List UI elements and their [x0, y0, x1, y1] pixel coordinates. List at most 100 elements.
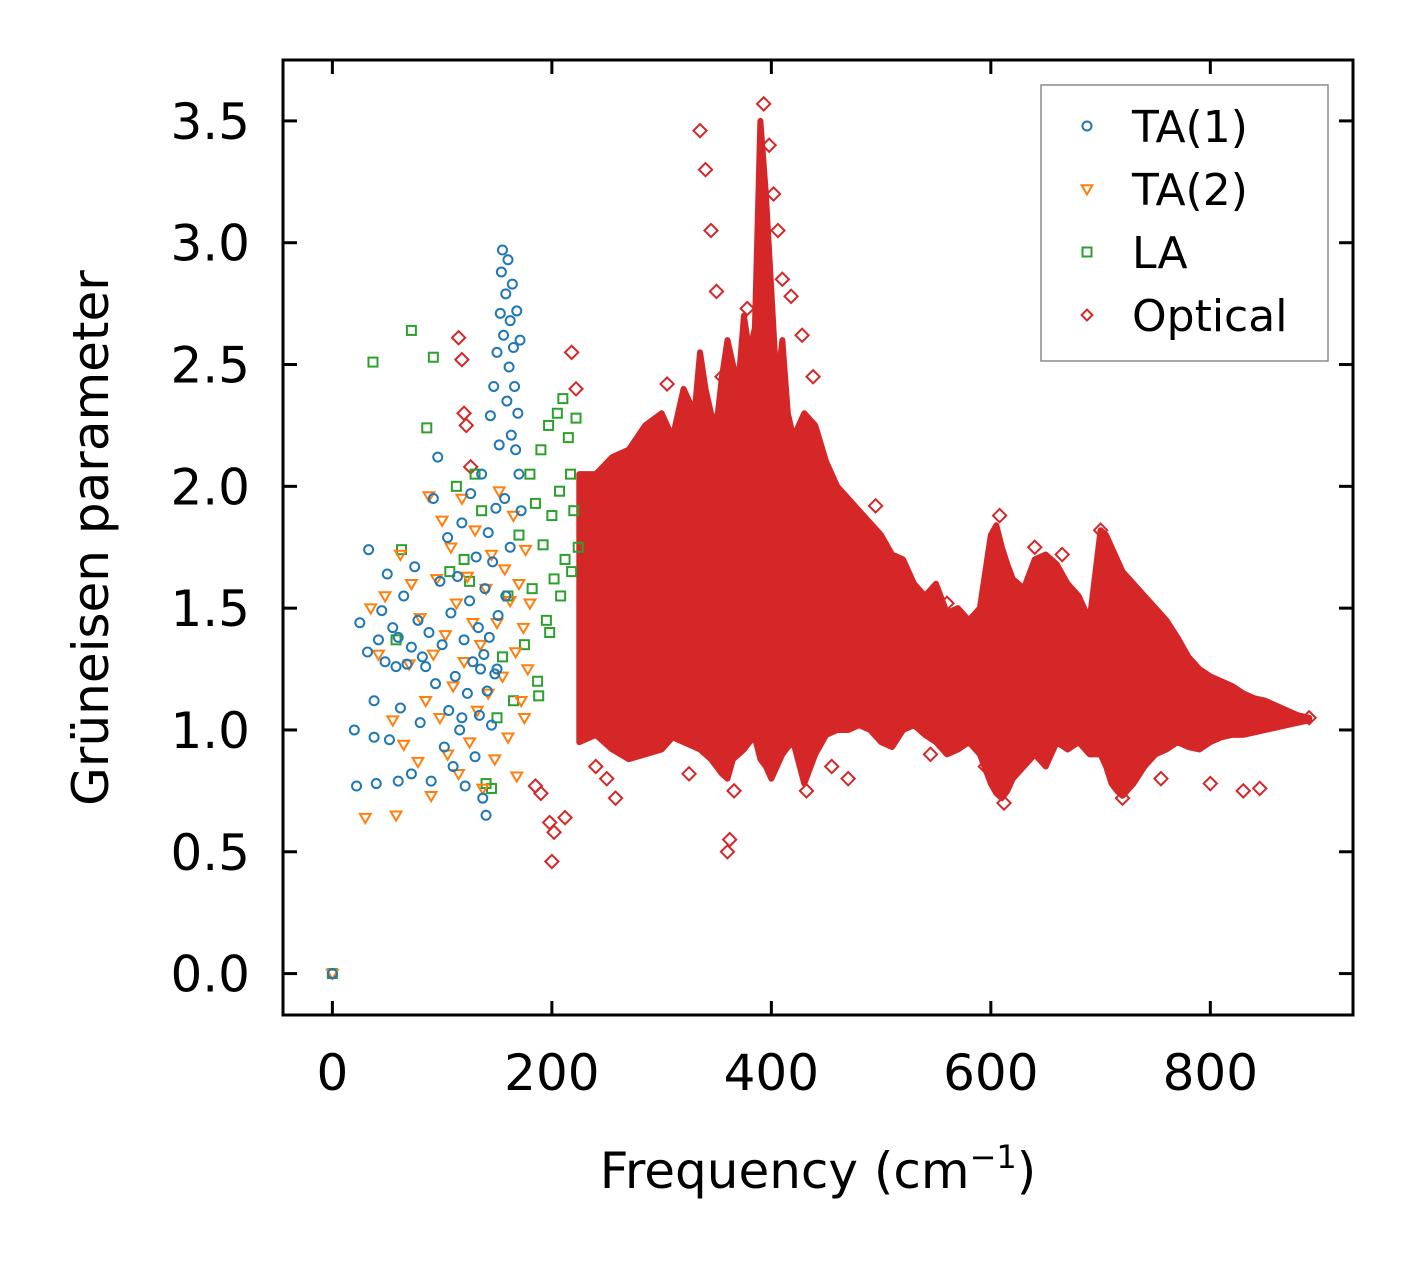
data-point: [480, 809, 492, 821]
data-point: [387, 622, 399, 634]
y-tick-label: 0.0: [170, 946, 250, 1004]
data-point: [513, 468, 525, 480]
data-point: [354, 617, 366, 629]
data-point: [566, 566, 578, 578]
data-point: [434, 515, 450, 528]
data-point: [805, 368, 822, 385]
data-point: [458, 417, 475, 434]
data-point: [423, 627, 435, 639]
data-point: [475, 663, 487, 675]
data-point: [462, 737, 477, 750]
data-point: [522, 598, 538, 611]
data-point: [840, 770, 857, 787]
data-point: [473, 709, 485, 721]
optical-dense-region: [576, 117, 1313, 802]
data-point: [509, 380, 521, 392]
data-point: [487, 754, 502, 767]
y-tick-label: 3.5: [170, 93, 250, 151]
x-axis-title-main: Frequency (cm: [600, 1142, 970, 1200]
series-ta-1-: [326, 244, 527, 980]
data-point: [401, 658, 413, 670]
data-point: [507, 341, 519, 353]
data-point: [490, 502, 502, 514]
x-tick-label: 200: [504, 1044, 599, 1102]
data-point: [517, 713, 532, 726]
data-point: [410, 756, 426, 770]
y-tick-label: 0.5: [170, 824, 250, 882]
data-point: [451, 570, 463, 582]
data-point: [454, 724, 466, 736]
data-point: [520, 664, 535, 677]
data-point: [450, 329, 467, 346]
data-point: [499, 493, 511, 505]
data-point: [508, 647, 523, 660]
data-point: [659, 376, 676, 393]
data-point: [450, 480, 462, 492]
data-point: [414, 717, 426, 729]
data-point: [769, 222, 786, 239]
data-point: [461, 687, 473, 699]
data-point: [1152, 770, 1169, 787]
data-point: [1235, 782, 1252, 799]
series-layer: [325, 95, 1318, 981]
x-tick-label: 400: [724, 1044, 819, 1102]
data-point: [798, 782, 815, 799]
data-point: [565, 468, 577, 480]
ticks-layer: 0 200 400 600 800 0.0 0.5 1.0 1.5 2.0 2.5 3.0 3.5: [170, 60, 1353, 1102]
data-point: [1251, 780, 1268, 797]
data-point: [506, 510, 521, 523]
y-tick-label: 3.0: [170, 215, 250, 273]
x-axis-title-close: ): [1017, 1142, 1037, 1200]
data-point: [469, 751, 481, 763]
data-point: [456, 712, 468, 724]
data-point: [496, 651, 508, 663]
data-point: [504, 315, 516, 327]
y-tick-label: 2.5: [170, 337, 250, 395]
data-point: [430, 678, 442, 690]
data-point: [708, 283, 725, 300]
series-optical: [450, 95, 1318, 870]
data-point: [607, 790, 624, 807]
data-point: [697, 161, 714, 178]
data-point: [425, 775, 437, 787]
x-axis-title-sup: −1: [970, 1138, 1017, 1176]
data-point: [438, 630, 453, 643]
data-point: [377, 591, 393, 604]
data-point: [398, 590, 410, 602]
data-point: [503, 361, 515, 373]
data-point: [511, 305, 523, 317]
data-point: [470, 551, 482, 563]
data-point: [458, 553, 470, 565]
data-point: [368, 695, 380, 707]
data-point: [477, 792, 489, 804]
data-point: [551, 407, 563, 419]
data-point: [420, 661, 432, 673]
data-point: [492, 609, 504, 621]
data-point: [505, 429, 517, 441]
data-point: [512, 407, 524, 419]
data-point: [467, 525, 483, 538]
data-point: [500, 288, 512, 300]
data-point: [385, 715, 400, 728]
data-point: [557, 809, 574, 826]
data-point: [460, 571, 475, 584]
data-point: [427, 493, 439, 505]
data-point: [486, 719, 498, 731]
data-point: [405, 324, 417, 336]
data-point: [421, 491, 437, 504]
data-point: [535, 444, 547, 456]
data-point: [543, 419, 555, 431]
data-point: [376, 605, 388, 617]
data-point: [390, 634, 402, 646]
data-point: [479, 583, 491, 595]
data-point: [526, 583, 538, 595]
data-point: [434, 575, 446, 587]
data-point: [405, 641, 417, 653]
legend-marker: [1081, 246, 1093, 258]
data-point: [405, 768, 417, 780]
y-tick-label: 1.0: [170, 702, 250, 760]
data-point: [367, 356, 379, 368]
data-point: [570, 412, 582, 424]
